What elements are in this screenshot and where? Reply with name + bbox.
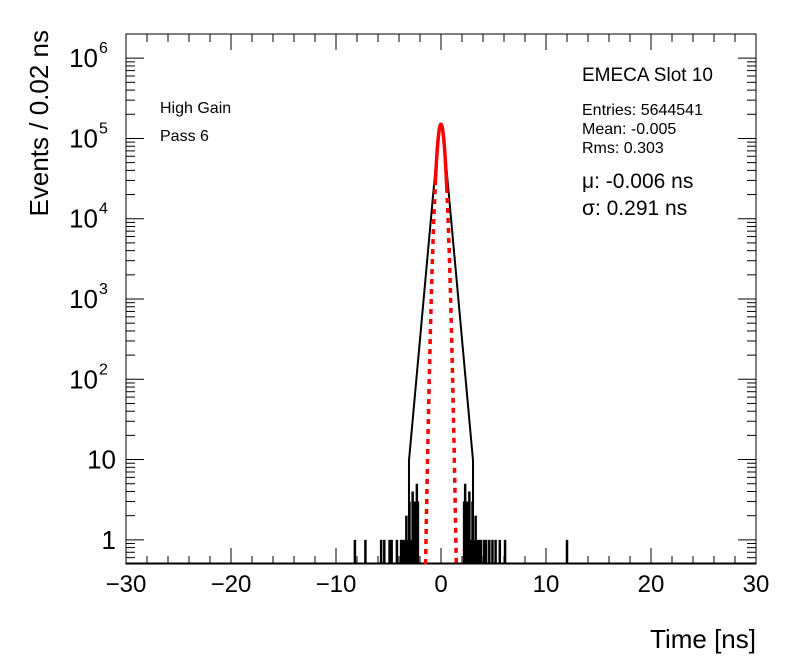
- chart-title: EMECA Slot 10: [582, 65, 713, 86]
- fit-mean: μ: -0.006 ns: [582, 170, 693, 193]
- x-tick-label: 30: [743, 571, 770, 598]
- stats-mean: Mean: -0.005: [582, 121, 676, 138]
- y-tick-label: 10: [69, 364, 98, 394]
- x-tick-label: −30: [106, 571, 147, 598]
- y-tick-label: 10: [69, 43, 98, 73]
- plot-frame: [125, 33, 757, 565]
- axis-ticks: [125, 33, 757, 565]
- annotation-pass: Pass 6: [160, 128, 209, 145]
- stats-entries: Entries: 5644541: [582, 102, 703, 119]
- y-tick-label: 10: [87, 445, 116, 475]
- fit-curve-right-dashed: [445, 187, 459, 565]
- fit-curve-left-dashed: [423, 185, 437, 565]
- y-tick-label: 10: [69, 123, 98, 153]
- x-tick-label: −10: [316, 571, 357, 598]
- annotation-high-gain: High Gain: [160, 100, 231, 117]
- stats-rms: Rms: 0.303: [582, 140, 664, 157]
- y-axis-label: Events / 0.02 ns: [24, 30, 54, 216]
- x-tick-labels: −30 −20 −10 0 10 20 30: [106, 571, 770, 598]
- y-tick-label-exponent: 6: [99, 40, 108, 57]
- x-axis-label: Time [ns]: [650, 624, 756, 654]
- y-tick-label-exponent: 4: [99, 201, 108, 218]
- y-tick-label: 10: [69, 204, 98, 234]
- fit-sigma: σ: 0.291 ns: [582, 197, 687, 220]
- x-tick-label: 10: [533, 571, 560, 598]
- y-tick-label: 10: [69, 284, 98, 314]
- x-tick-label: −20: [211, 571, 252, 598]
- fit-curve-solid: [433, 122, 449, 189]
- y-tick-label-exponent: 2: [99, 361, 108, 378]
- gaussian-fit: [423, 122, 459, 565]
- y-tick-label-exponent: 3: [99, 281, 108, 298]
- x-tick-label: 0: [434, 571, 447, 598]
- x-tick-label: 20: [638, 571, 665, 598]
- y-tick-label-exponent: 5: [99, 120, 108, 137]
- y-tick-label: 1: [102, 525, 116, 555]
